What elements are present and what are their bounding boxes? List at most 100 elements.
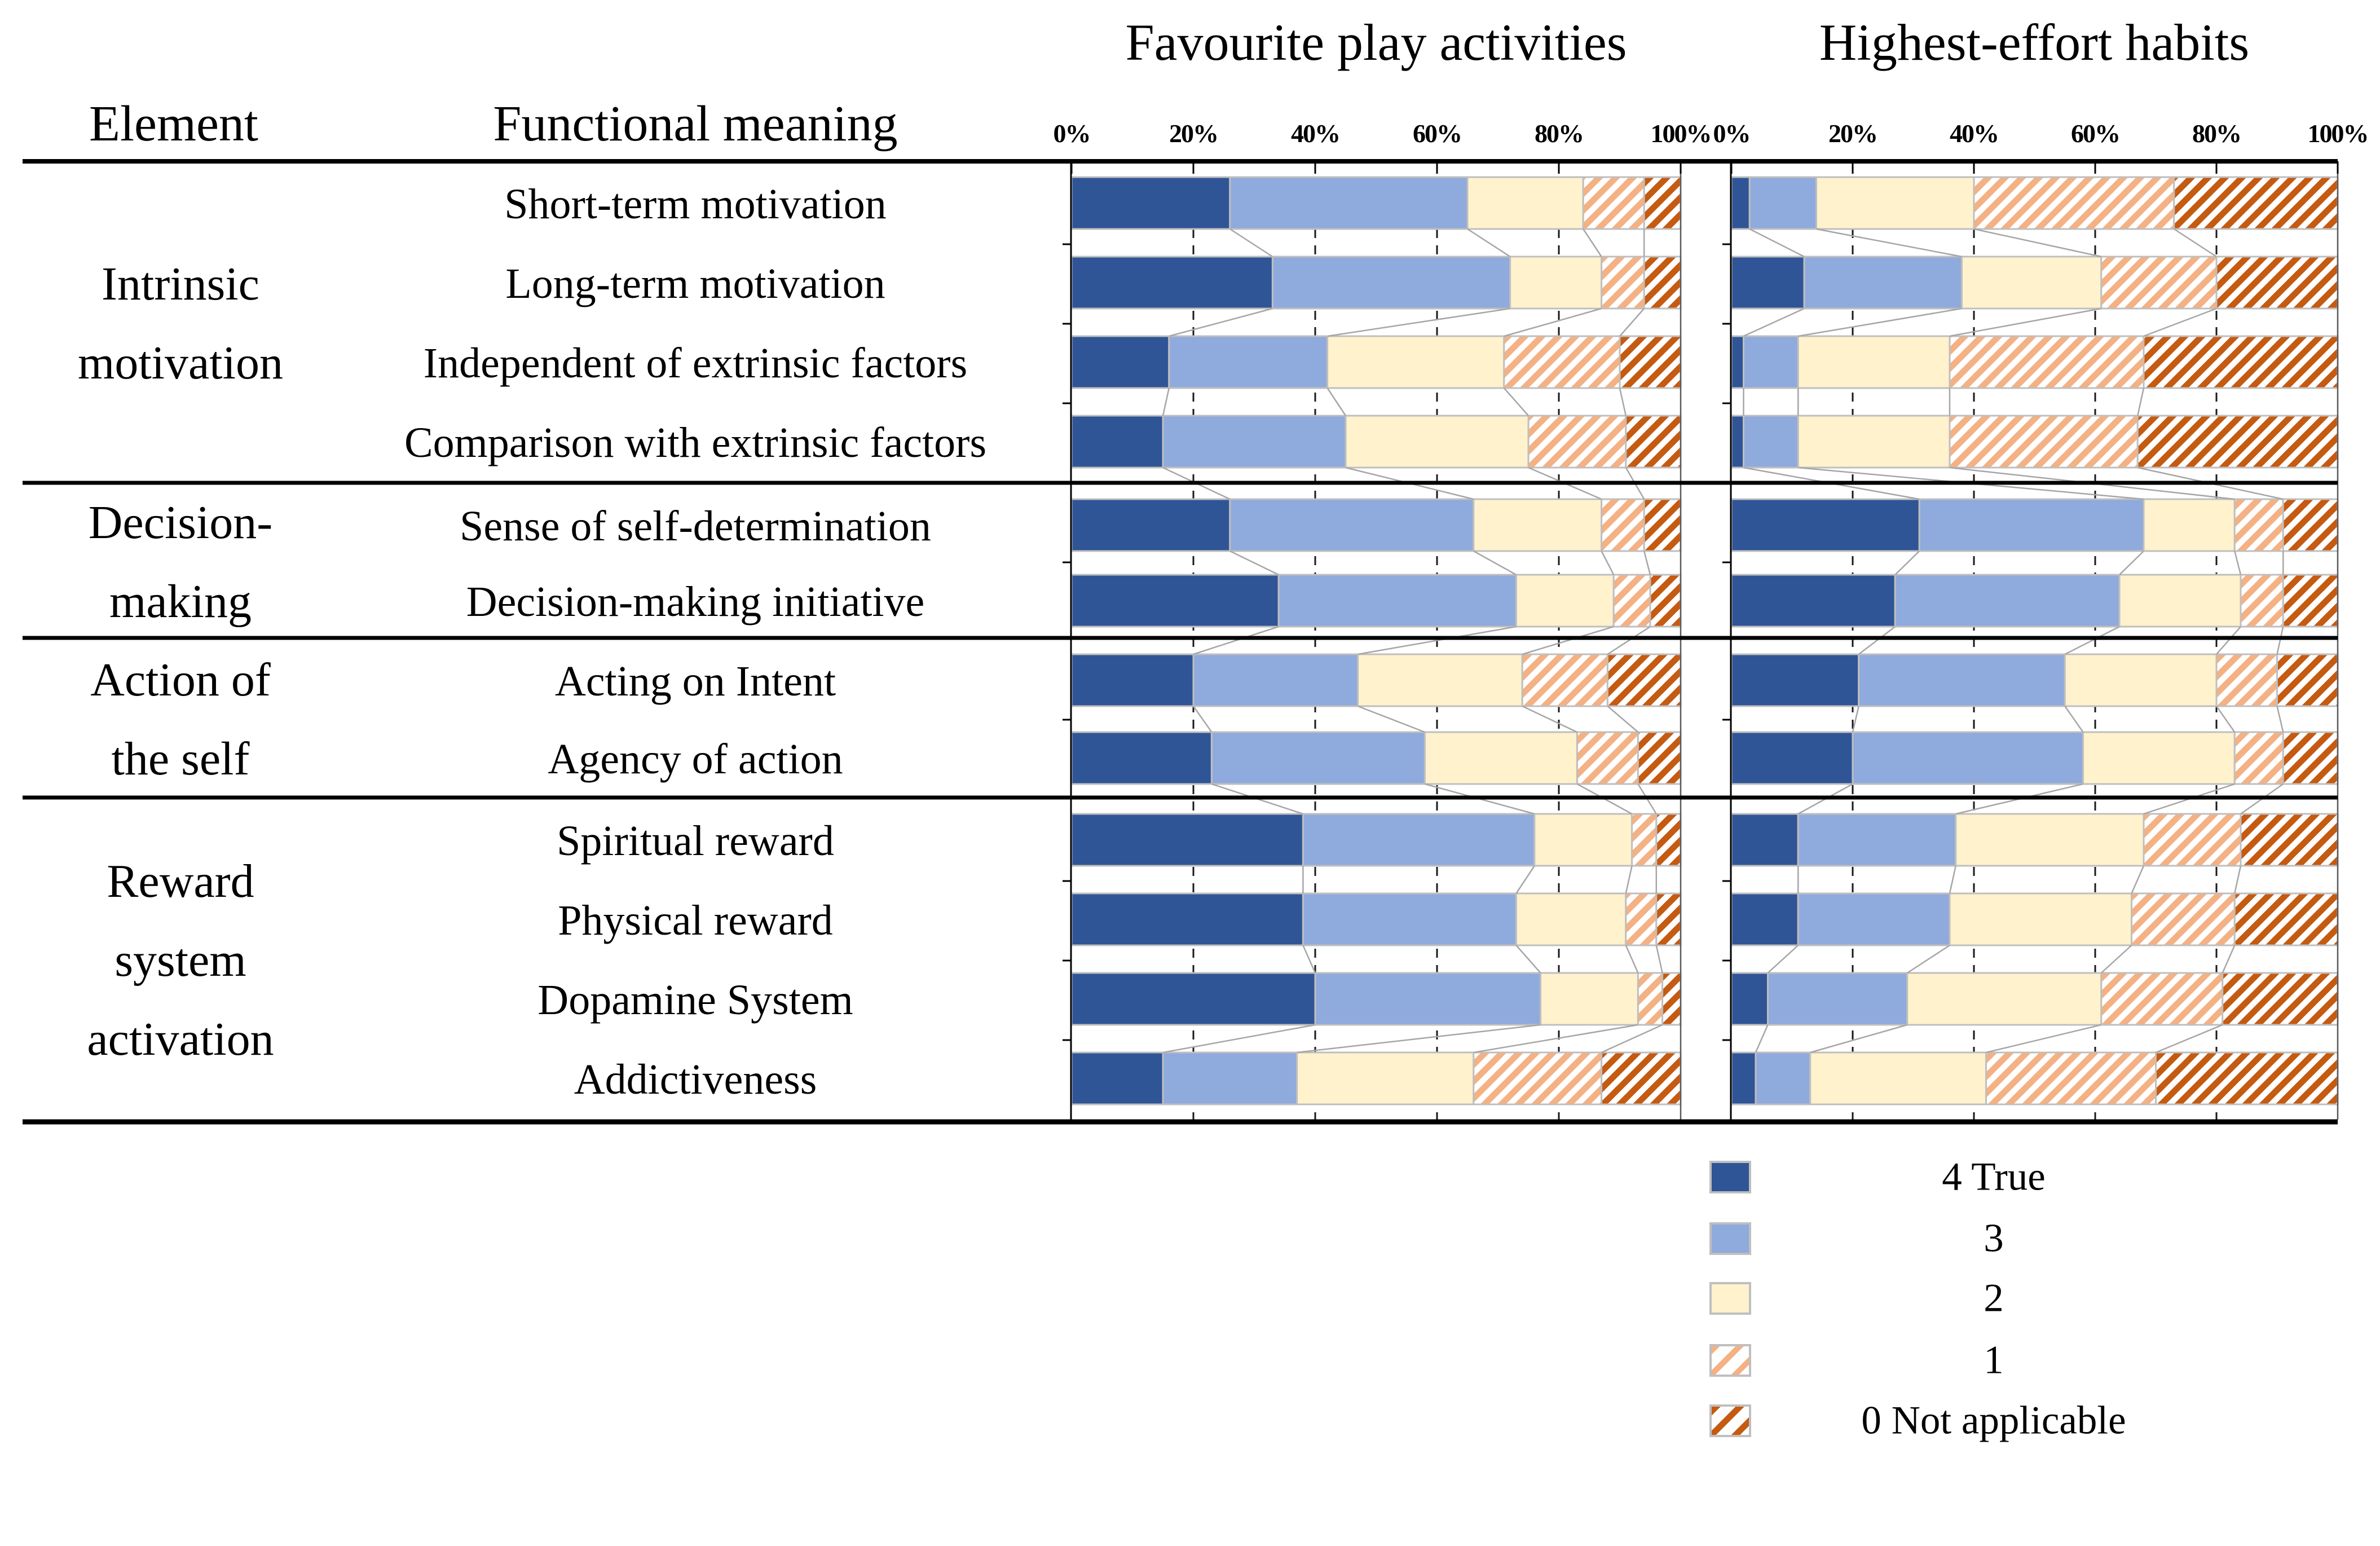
bar-segment: [2143, 498, 2236, 552]
bar-segment: [1797, 415, 1951, 469]
bar-segment: [1815, 176, 1975, 230]
bar-segment: [2215, 653, 2278, 707]
bar-segment: [1070, 176, 1231, 230]
bar-segment: [1730, 653, 1860, 707]
bar-segment: [1643, 256, 1682, 310]
bar-segment: [1661, 972, 1682, 1026]
group-label: Reward: [107, 855, 254, 908]
bar-segment: [2233, 892, 2339, 946]
bar-segment: [2143, 813, 2242, 867]
bar-segment: [1643, 176, 1682, 230]
bar-segment: [1533, 813, 1633, 867]
axis-tick-label: 40%: [1950, 119, 1999, 148]
row-label: Acting on Intent: [554, 658, 836, 705]
bar-segment: [1655, 892, 1682, 946]
bar-segment: [2155, 1051, 2339, 1105]
bar-segment: [1973, 176, 2175, 230]
group-label: Decision-: [88, 496, 273, 549]
bar-segment: [1302, 892, 1517, 946]
bar-segment: [1631, 813, 1658, 867]
bar-segment: [1515, 574, 1615, 628]
bar-segment: [1070, 574, 1280, 628]
bar-segment: [1730, 1051, 1757, 1105]
legend-swatch-s0: [1709, 1404, 1751, 1437]
group-label: motivation: [78, 337, 283, 389]
bar-segment: [1473, 1051, 1603, 1105]
bar-segment: [1803, 256, 1963, 310]
bar-segment: [1955, 813, 2145, 867]
bar-segment: [1730, 176, 1751, 230]
bar-segment: [1743, 335, 1799, 389]
bar-segment: [2118, 574, 2242, 628]
group-label: Action of: [90, 654, 271, 706]
row-label: Addictiveness: [574, 1056, 817, 1103]
row-label: Independent of extrinsic factors: [423, 340, 968, 387]
bar-segment: [1527, 415, 1627, 469]
axis-tick-label: 0%: [1053, 119, 1091, 148]
axis-tick-label: 100%: [2307, 119, 2369, 148]
group-label: making: [109, 575, 252, 628]
bar-segment: [1503, 335, 1621, 389]
row-label: Dopamine System: [537, 976, 853, 1024]
bar-segment: [1070, 335, 1170, 389]
bar-segment: [1730, 892, 1799, 946]
bar-segment: [2282, 498, 2339, 552]
bar-segment: [1649, 574, 1682, 628]
bar-segment: [1894, 574, 2121, 628]
bar-segment: [1070, 892, 1304, 946]
bar-segment: [1314, 972, 1542, 1026]
bar-segment: [2215, 256, 2339, 310]
axis-tick-label: 40%: [1291, 119, 1341, 148]
bar-segment: [1229, 176, 1469, 230]
bar-segment: [1606, 653, 1682, 707]
bar-segment: [1070, 653, 1195, 707]
bar-segment: [2222, 972, 2339, 1026]
bar-segment: [1070, 1051, 1164, 1105]
bar-segment: [1357, 653, 1523, 707]
functional-meaning-column-header: Functional meaning: [493, 96, 898, 152]
bar-segment: [1906, 972, 2103, 1026]
bar-segment: [2082, 731, 2236, 785]
axis-tick-label: 20%: [1828, 119, 1878, 148]
bar-segment: [1797, 892, 1951, 946]
bar-segment: [1582, 176, 1645, 230]
bar-segment: [2240, 813, 2339, 867]
bar-segment: [1070, 415, 1164, 469]
bar-segment: [1302, 813, 1536, 867]
bar-segment: [1985, 1051, 2157, 1105]
legend-swatch-s1: [1709, 1344, 1751, 1377]
bar-segment: [2136, 415, 2339, 469]
bar-segment: [1509, 256, 1603, 310]
bar-segment: [1809, 1051, 1987, 1105]
group-label: Intrinsic: [102, 258, 259, 310]
bar-segment: [1345, 415, 1530, 469]
bar-segment: [1601, 1051, 1682, 1105]
bar-segment: [1730, 256, 1805, 310]
bar-segment: [1730, 415, 1744, 469]
bar-segment: [1730, 498, 1920, 552]
bar-segment: [2131, 892, 2236, 946]
bar-segment: [1852, 731, 2084, 785]
axis-tick-label: 80%: [2192, 119, 2242, 148]
bar-segment: [1070, 256, 1273, 310]
bar-segment: [1612, 574, 1651, 628]
legend-label: 3: [1984, 1216, 2004, 1261]
bar-segment: [1168, 335, 1329, 389]
row-label: Short-term motivation: [504, 180, 887, 228]
bar-segment: [2100, 972, 2224, 1026]
row-label: Agency of action: [548, 735, 843, 783]
bar-segment: [1961, 256, 2103, 310]
bar-segment: [2282, 731, 2339, 785]
bar-segment: [1643, 498, 1682, 552]
legend-swatch-s4: [1709, 1161, 1751, 1193]
legend-label: 1: [1984, 1338, 2004, 1382]
axis-tick-label: 0%: [1713, 119, 1751, 148]
axis-tick-label: 60%: [2071, 119, 2121, 148]
legend-label: 4 True: [1942, 1155, 2046, 1199]
axis-tick-label: 80%: [1535, 119, 1584, 148]
bar-segment: [1767, 972, 1909, 1026]
bar-segment: [1625, 415, 1682, 469]
axis-tick-label: 60%: [1413, 119, 1462, 148]
